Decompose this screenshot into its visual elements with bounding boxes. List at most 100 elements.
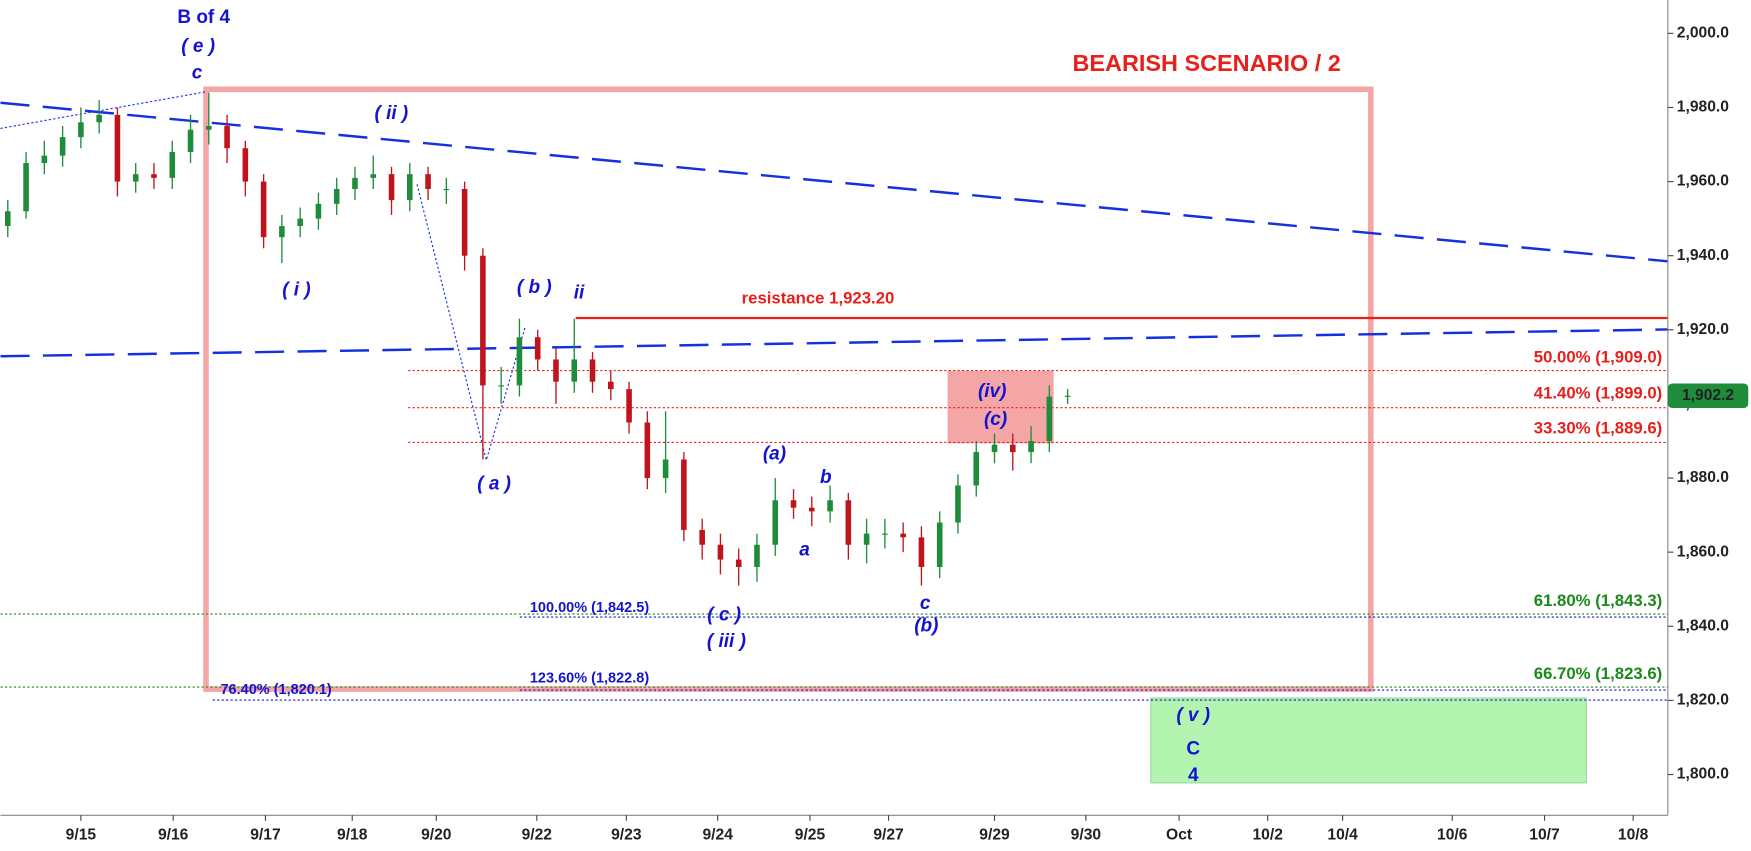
x-tick-label: 10/6 <box>1437 826 1468 843</box>
candle-body <box>608 381 614 390</box>
candle-body <box>699 529 705 545</box>
candle-body <box>5 211 11 227</box>
candle-body <box>388 174 395 201</box>
candle-body <box>260 181 267 238</box>
candle-body <box>78 122 84 138</box>
candle-body <box>754 544 760 567</box>
x-tick-label: 10/2 <box>1252 826 1283 843</box>
wave-label: ii <box>574 283 585 304</box>
wave-label: b <box>820 467 832 488</box>
chart-title: BEARISH SCENARIO / 2 <box>1072 50 1340 76</box>
candle-body <box>407 174 413 201</box>
candle-body <box>1010 444 1016 453</box>
candle-body <box>973 452 980 486</box>
candle-body <box>132 174 139 182</box>
y-tick-label: 1,940.0 <box>1677 247 1729 264</box>
candle-body <box>59 137 66 156</box>
candle-body <box>297 218 303 227</box>
candle-body <box>206 125 212 130</box>
wave-labels: B of 4 ( e ) c ( ii ) ( i ) ( b ) ii ( a… <box>177 7 1210 786</box>
x-tick-label: 9/27 <box>873 826 903 843</box>
candle-body <box>96 114 102 123</box>
candle-body <box>333 188 340 204</box>
wave-label: ( a ) <box>477 474 511 495</box>
x-tick-label: 10/4 <box>1327 826 1358 843</box>
candle-body <box>370 174 377 178</box>
x-tick-label: 9/20 <box>421 826 452 843</box>
wave-label: ( e ) <box>181 36 215 57</box>
candle-body <box>918 537 925 567</box>
wave-label: ( c ) <box>707 604 741 625</box>
candle-body <box>1064 395 1071 397</box>
last-price-tag <box>1667 383 1749 409</box>
candle-body <box>589 359 596 382</box>
candle-body <box>187 129 194 152</box>
candle-body <box>882 533 888 535</box>
candle-body <box>955 485 961 523</box>
x-tick-label: 9/15 <box>66 826 97 843</box>
candle-body <box>352 177 358 189</box>
wave-label: (c) <box>984 409 1007 430</box>
candle-body <box>498 385 504 387</box>
candle-body <box>443 188 450 191</box>
candle-body <box>169 151 176 178</box>
y-tick-label: 1,840.0 <box>1677 617 1729 634</box>
candle-body <box>224 125 230 149</box>
candle-body <box>516 337 523 386</box>
level-label: 66.70% (1,823.6) <box>1534 664 1663 683</box>
level-label: 61.80% (1,843.3) <box>1534 591 1663 610</box>
levels: 50.00% (1,909.0) 41.40% (1,899.0) 33.30% (… <box>0 288 1668 701</box>
x-tick-label: 9/25 <box>795 826 826 843</box>
candle-body <box>827 500 833 512</box>
candle-body <box>717 544 724 560</box>
wave-label: (a) <box>763 444 786 465</box>
x-tick-label: 9/23 <box>611 826 642 843</box>
x-tick-label: 9/16 <box>158 826 189 843</box>
upper-trend-line <box>0 101 1668 263</box>
lower-trend-line <box>0 328 1668 358</box>
wave-label: B of 4 <box>177 7 230 28</box>
x-tick-label: 9/30 <box>1071 826 1102 843</box>
wave-label: (iv) <box>978 381 1006 402</box>
x-tick-label: 9/24 <box>702 826 733 843</box>
candle-body <box>279 226 285 238</box>
x-tick-label: Oct <box>1166 826 1193 843</box>
candle-body <box>626 389 632 423</box>
candle-body <box>863 533 870 545</box>
level-label: 100.00% (1,842.5) <box>530 600 649 616</box>
candle-body <box>845 500 852 545</box>
wave-label: C <box>1186 738 1200 759</box>
wave-label: c <box>920 593 931 614</box>
level-label: 33.30% (1,889.6) <box>1534 418 1663 437</box>
wave-label: ( b ) <box>517 277 552 298</box>
last-price-label: 1,902.2 <box>1682 387 1734 404</box>
x-tick-label: 10/7 <box>1529 826 1559 843</box>
candle-body <box>534 337 541 360</box>
y-tick-label: 1,820.0 <box>1677 692 1729 709</box>
candle-body <box>681 459 687 530</box>
y-tick-label: 1,980.0 <box>1677 99 1729 116</box>
candle-body <box>425 174 431 189</box>
scenario-frame <box>203 86 1374 692</box>
resistance-label: resistance 1,923.20 <box>742 288 895 307</box>
x-tick-label: 9/17 <box>250 826 280 843</box>
candle-body <box>571 359 578 382</box>
y-tick-label: 1,860.0 <box>1677 543 1729 560</box>
wave-iv-zone <box>947 370 1054 444</box>
candle-body <box>1028 440 1034 453</box>
y-tick-label: 1,920.0 <box>1677 321 1729 338</box>
candles <box>5 92 1071 586</box>
wave-label: 4 <box>1188 765 1199 786</box>
candle-body <box>644 422 651 479</box>
candle-body <box>23 163 29 212</box>
candle-body <box>900 533 906 538</box>
y-tick-label: 2,000.0 <box>1677 24 1729 41</box>
wave-label: ( i ) <box>282 279 310 300</box>
x-tick-label: 9/18 <box>337 826 368 843</box>
scenario-boxes <box>203 86 1587 784</box>
y-axis-panel <box>1667 0 1751 851</box>
x-tick-label: 10/8 <box>1618 826 1649 843</box>
candle-body <box>790 500 797 508</box>
level-label: 76.40% (1,820.1) <box>220 682 331 698</box>
